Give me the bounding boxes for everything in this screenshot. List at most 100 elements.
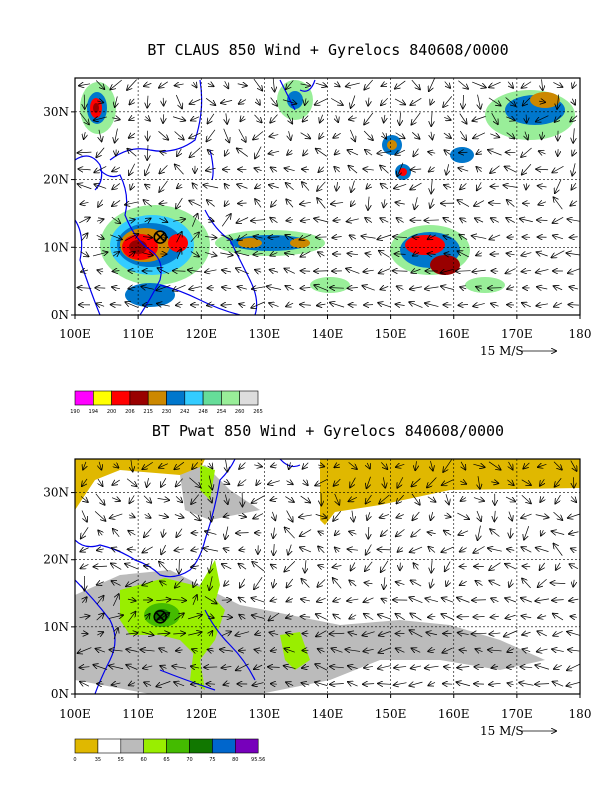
wind-vector — [540, 562, 545, 570]
wind-vector — [221, 632, 231, 636]
wind-vector — [472, 633, 487, 634]
wind-vector — [300, 547, 312, 553]
wind-vector — [526, 183, 527, 189]
colorbar-swatch — [120, 738, 145, 754]
wind-vector — [271, 650, 278, 651]
wind-vector — [411, 666, 422, 668]
wind-vector — [222, 666, 232, 668]
wind-vector — [508, 81, 513, 88]
wind-vector — [303, 480, 308, 485]
wind-vector — [81, 510, 87, 522]
wind-vector — [567, 253, 580, 255]
wind-vector — [557, 94, 559, 109]
wind-vector — [79, 616, 90, 618]
wind-vector — [489, 683, 501, 684]
wind-vector — [159, 464, 168, 468]
wind-vector — [225, 184, 229, 189]
wind-vector — [255, 650, 262, 652]
wind-vector — [79, 84, 91, 86]
wind-vector — [302, 182, 310, 191]
wind-vector — [268, 481, 280, 485]
colorbar-swatch — [129, 390, 149, 406]
wind-vector — [285, 168, 295, 171]
wind-vector — [172, 666, 187, 668]
wind-vector — [477, 510, 481, 521]
wind-vector — [205, 270, 217, 272]
wind-vector — [315, 664, 328, 671]
wind-vector — [254, 665, 263, 669]
wind-vector — [352, 510, 354, 522]
wind-vector — [289, 131, 291, 140]
wind-vector — [446, 494, 449, 504]
wind-vector — [507, 253, 515, 255]
wind-vector — [112, 594, 118, 607]
wind-vector — [363, 270, 374, 272]
wind-vector — [224, 581, 229, 586]
wind-vector — [536, 115, 549, 122]
wind-vector — [441, 546, 454, 552]
y-tick-label: 0N — [51, 687, 69, 701]
wind-vector — [521, 253, 532, 256]
wind-vector — [396, 529, 405, 536]
colorbar-swatch — [239, 390, 259, 406]
wind-vector — [144, 528, 152, 538]
wind-vector — [159, 81, 168, 88]
wind-vector — [506, 615, 516, 618]
wind-vector — [429, 167, 435, 171]
wind-vector — [158, 131, 169, 139]
wind-vector — [114, 628, 118, 640]
wind-vector — [491, 112, 498, 124]
wind-vector — [130, 183, 133, 189]
wind-vector — [115, 128, 118, 143]
wind-vector — [361, 236, 376, 238]
wind-vector — [535, 599, 550, 601]
wind-vector — [92, 252, 107, 256]
wind-vector — [472, 81, 486, 87]
wind-vector — [203, 548, 219, 551]
colorbar-label: 190 — [70, 409, 80, 415]
colorbar-swatch — [93, 390, 112, 406]
wind-vector — [553, 614, 564, 621]
wind-vector — [428, 682, 436, 685]
colorbar-swatch — [212, 738, 236, 754]
wind-vector — [270, 498, 278, 500]
wind-vector — [239, 304, 246, 306]
wind-vector — [286, 682, 294, 685]
x-tick-label: 170E — [501, 707, 533, 721]
wind-vector — [427, 496, 436, 502]
wind-vector — [472, 270, 486, 272]
wind-vector — [78, 152, 92, 153]
wind-vector — [444, 531, 452, 535]
y-tick-label: 10N — [43, 620, 69, 634]
wind-vector — [570, 460, 577, 471]
wind-vector — [365, 218, 373, 223]
colorbar-label: 215 — [143, 409, 153, 415]
wind-vector — [460, 218, 467, 222]
wind-vector — [141, 287, 154, 290]
wind-vector — [348, 549, 358, 550]
wind-vector — [147, 145, 148, 160]
wind-vector — [393, 271, 408, 272]
wind-vector — [129, 495, 134, 503]
colorbar-swatch — [166, 738, 190, 754]
wind-vector — [508, 683, 514, 685]
wind-vector — [270, 97, 277, 106]
wind-vector — [81, 527, 89, 538]
wind-vector — [252, 287, 265, 289]
wind-vector — [78, 288, 92, 289]
wind-vector — [522, 303, 531, 307]
wind-vector — [225, 149, 228, 155]
wind-vector — [221, 100, 233, 103]
wind-vector — [378, 684, 391, 685]
wind-vector — [206, 168, 216, 170]
wind-vector — [397, 494, 404, 503]
colorbar-label: 230 — [162, 409, 172, 415]
wind-vector — [384, 199, 385, 207]
wind-vector — [410, 613, 422, 621]
wind-vector — [299, 515, 312, 517]
wind-vector — [443, 133, 451, 138]
wind-vector — [349, 118, 357, 120]
wind-vector — [209, 463, 212, 468]
wind-vector — [84, 94, 85, 109]
wind-vector — [409, 302, 423, 308]
